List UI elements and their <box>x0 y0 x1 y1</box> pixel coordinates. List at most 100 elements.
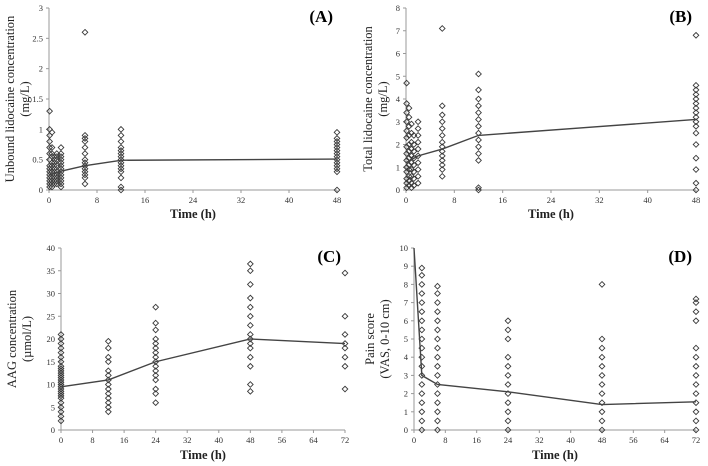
x-tick-label: 32 <box>237 195 246 205</box>
data-point <box>475 102 482 110</box>
y-tick-label: 1.5 <box>32 94 43 104</box>
data-point <box>104 408 112 416</box>
data-point <box>117 183 125 191</box>
y-tick-label: 7 <box>404 298 408 308</box>
data-point <box>81 168 89 176</box>
panel-label: (A) <box>309 7 333 26</box>
data-point <box>418 280 426 288</box>
x-tick-label: 8 <box>452 195 456 205</box>
data-point <box>405 147 413 155</box>
y-axis-title-line: (mg/L) <box>376 81 390 116</box>
data-point <box>50 162 58 170</box>
data-point <box>598 362 606 370</box>
data-point <box>117 168 125 176</box>
data-point <box>414 166 422 173</box>
data-point <box>341 269 349 277</box>
y-axis-title: Pain score(VAS, 0-10 cm) <box>363 299 392 378</box>
y-axis-title-line: (VAS, 0-10 cm) <box>378 299 392 378</box>
data-point <box>57 340 65 347</box>
data-point <box>692 308 700 316</box>
x-tick-label: 48 <box>246 435 255 445</box>
data-point <box>57 331 65 338</box>
data-point <box>246 312 254 320</box>
data-point <box>414 118 422 126</box>
panel-label: (B) <box>669 7 692 26</box>
data-point <box>57 358 65 366</box>
data-point <box>117 150 125 158</box>
data-point <box>438 125 446 133</box>
data-point <box>418 353 426 361</box>
data-point <box>414 131 422 139</box>
y-tick-label: 1 <box>404 407 408 417</box>
data-point <box>438 166 446 173</box>
x-tick-label: 16 <box>472 435 481 445</box>
panel-c: 0 5 10 15 20 25 30 35 40 0 8 16 24 32 40 48 56 64 72 Time (… <box>5 243 349 462</box>
data-point <box>434 317 441 325</box>
data-point <box>341 331 349 338</box>
y-axis-title-line: Unbound lidocaine concentration <box>3 15 17 182</box>
y-tick-label: 40 <box>47 243 56 253</box>
data-point <box>475 122 482 130</box>
data-point <box>418 381 426 388</box>
data-point <box>418 271 426 279</box>
data-point <box>341 362 349 370</box>
x-tick-label: 32 <box>183 435 192 445</box>
data-point <box>438 156 446 164</box>
data-point <box>81 131 89 139</box>
panel-label: (C) <box>317 247 341 266</box>
y-tick-label: 6 <box>396 49 400 59</box>
x-tick-label: 56 <box>629 435 638 445</box>
data-point <box>692 371 700 379</box>
data-point <box>692 31 700 39</box>
data-point <box>117 138 125 145</box>
data-point <box>152 399 160 407</box>
data-point <box>438 147 446 155</box>
data-point <box>246 344 254 352</box>
data-point <box>333 159 341 167</box>
data-point <box>117 147 125 155</box>
data-point <box>246 353 254 361</box>
data-point <box>57 144 65 151</box>
data-point <box>57 403 65 411</box>
x-tick-label: 48 <box>692 195 701 205</box>
y-tick-label: 5 <box>404 334 408 344</box>
data-point <box>438 138 446 146</box>
data-point <box>504 335 512 343</box>
data-point <box>475 150 482 158</box>
data-point <box>104 385 112 393</box>
data-point <box>598 426 606 434</box>
data-point <box>434 308 441 316</box>
data-point <box>414 159 422 167</box>
data-point <box>405 131 413 139</box>
x-axis-title: Time (h) <box>528 207 574 221</box>
data-point <box>46 107 54 115</box>
data-point <box>405 104 413 112</box>
data-point <box>692 122 700 130</box>
data-point <box>692 81 700 89</box>
data-point <box>152 376 160 384</box>
data-point <box>418 426 426 434</box>
data-point <box>117 162 125 170</box>
y-axis-title-line: Pain score <box>363 313 377 365</box>
data-point <box>57 362 65 370</box>
y-tick-label: 6 <box>404 316 408 326</box>
data-point <box>57 156 65 164</box>
y-tick-label: 2 <box>39 64 43 74</box>
data-point <box>117 186 125 194</box>
data-point <box>408 184 415 192</box>
data-point <box>692 408 700 416</box>
data-point <box>246 267 254 275</box>
data-point <box>104 403 112 411</box>
data-point <box>57 183 65 191</box>
data-point <box>418 326 426 334</box>
data-point <box>57 353 65 361</box>
data-point <box>341 312 349 320</box>
data-point <box>152 335 160 343</box>
data-point <box>405 172 413 180</box>
data-point <box>81 28 89 36</box>
data-point <box>692 129 700 137</box>
data-point <box>104 337 112 345</box>
data-point <box>246 331 254 338</box>
data-point <box>57 159 65 167</box>
data-point <box>475 143 482 151</box>
